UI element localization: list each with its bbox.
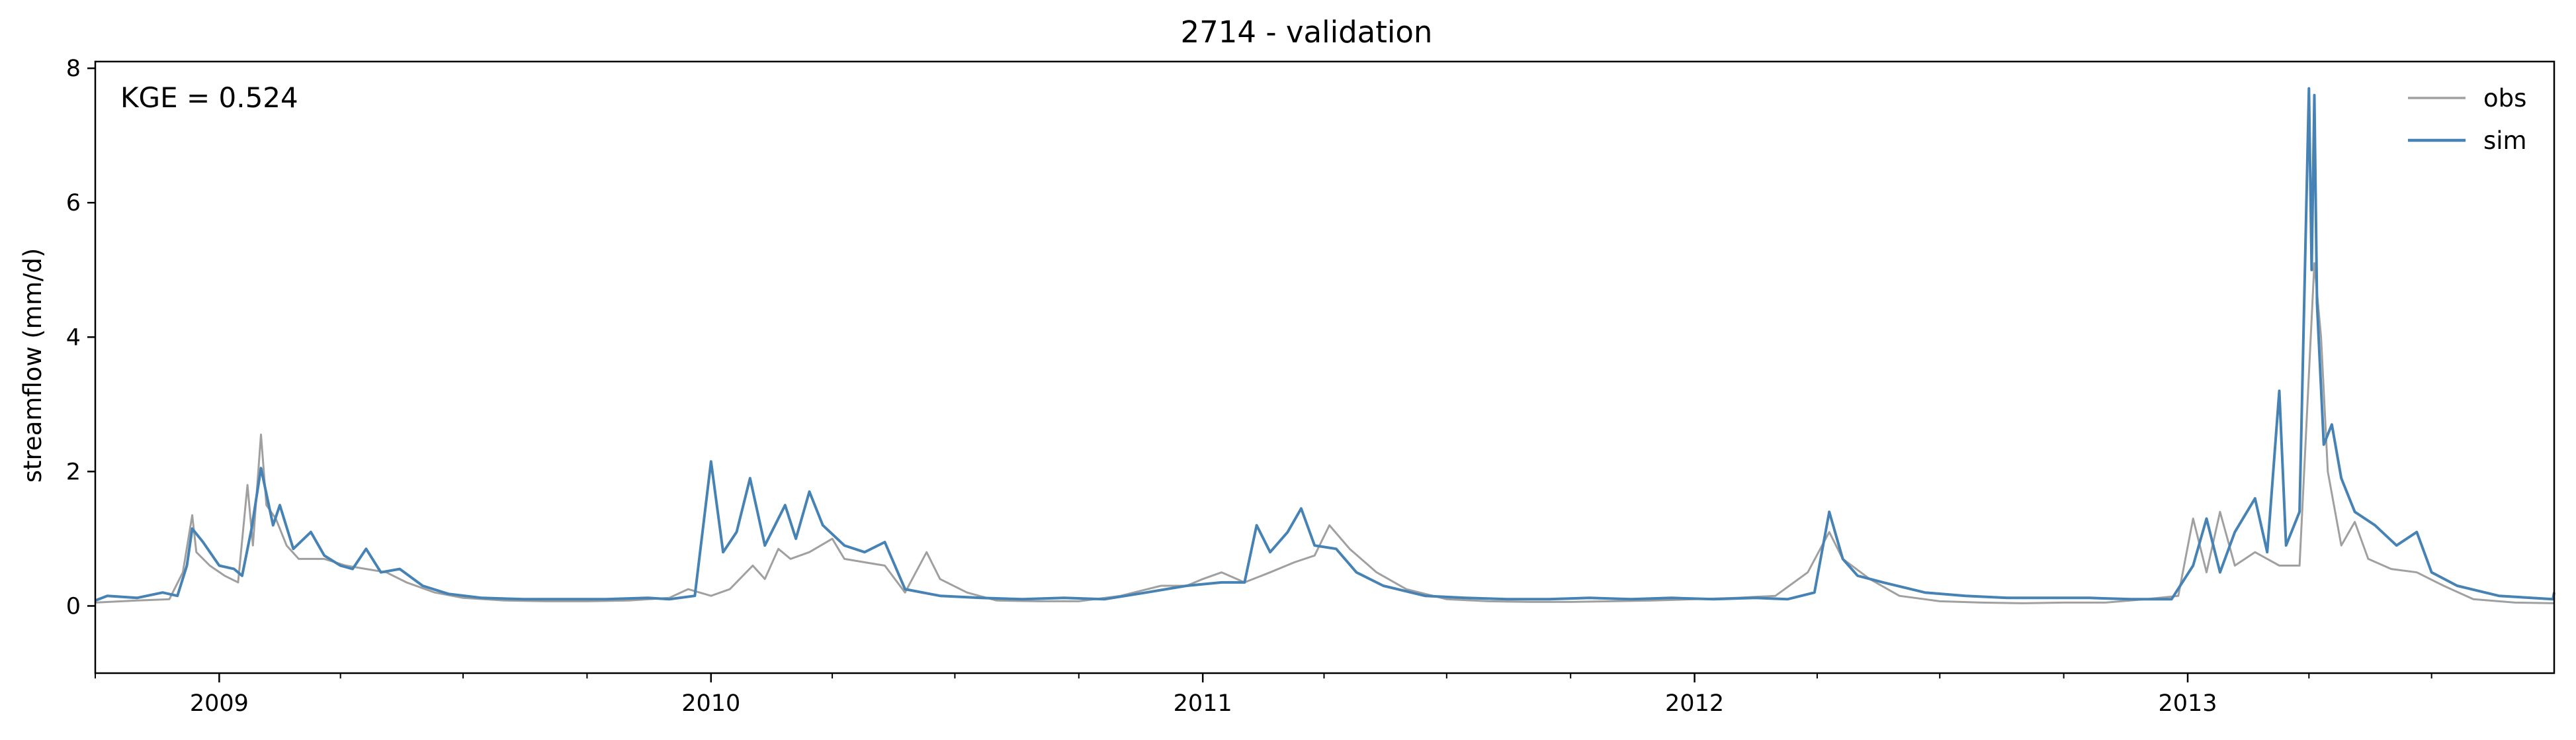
plot-frame — [94, 60, 2555, 674]
x-tick-label: 2011 — [1174, 690, 1232, 717]
y-tick-label: 6 — [66, 190, 81, 216]
y-tick-label: 4 — [66, 324, 81, 351]
y-tick-label: 8 — [66, 56, 81, 82]
y-axis-label: streamflow (mm/d) — [19, 248, 47, 483]
y-tick-label: 0 — [66, 593, 81, 620]
y-axis: 0 2 4 6 8 — [66, 56, 95, 620]
x-tick-label: 2010 — [681, 690, 740, 717]
legend-label-sim: sim — [2483, 126, 2527, 155]
kge-annotation: KGE = 0.524 — [120, 81, 298, 114]
plot-area — [95, 87, 2555, 604]
x-axis: 2009 2010 2011 2012 2013 — [95, 673, 2432, 717]
legend: obs sim — [2408, 84, 2527, 155]
series-line-sim — [95, 87, 2555, 602]
legend-label-obs: obs — [2483, 84, 2526, 113]
x-tick-label: 2013 — [2158, 690, 2217, 717]
y-tick-label: 2 — [66, 459, 81, 485]
x-tick-label: 2009 — [190, 690, 249, 717]
chart-title: 2714 - validation — [1181, 15, 1433, 50]
x-tick-label: 2012 — [1665, 690, 1724, 717]
